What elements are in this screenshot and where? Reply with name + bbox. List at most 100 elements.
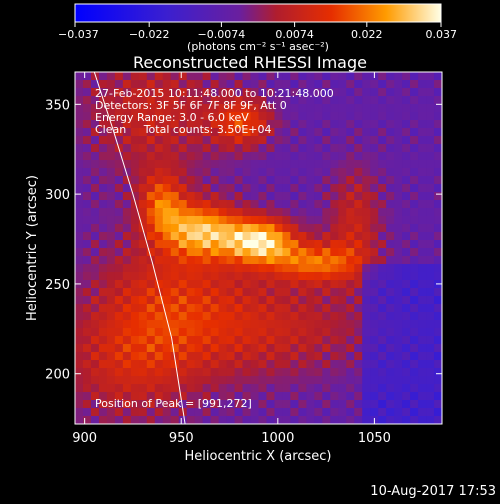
heatmap-cell — [314, 104, 323, 113]
heatmap-cell — [90, 376, 100, 385]
heatmap-cell — [130, 320, 140, 329]
heatmap-cell — [330, 88, 339, 97]
heatmap-cell — [290, 376, 299, 385]
heatmap-cell — [274, 192, 284, 201]
heatmap-cell — [138, 152, 148, 161]
heatmap-cell — [418, 112, 427, 121]
heatmap-cell — [434, 176, 442, 185]
heatmap-cell — [106, 96, 116, 105]
heatmap-cell — [154, 336, 164, 345]
heatmap-cell — [378, 352, 387, 361]
heatmap-cell — [354, 72, 363, 81]
heatmap-cell — [106, 160, 116, 169]
heatmap-cell — [434, 80, 442, 89]
heatmap-cell — [370, 360, 379, 369]
heatmap-cell — [130, 200, 140, 209]
heatmap-cell — [202, 280, 212, 289]
heatmap-cell — [106, 240, 116, 249]
heatmap-cell — [114, 72, 124, 81]
heatmap-cell — [170, 176, 180, 185]
heatmap-cell — [186, 296, 196, 305]
heatmap-cell — [130, 232, 140, 241]
heatmap-cell — [202, 352, 212, 361]
heatmap-cell — [258, 192, 268, 201]
colorbar-ticks: −0.037 −0.022 −0.0074 0.0074 0.022 0.037 — [58, 22, 457, 41]
heatmap-cell — [162, 328, 172, 337]
heatmap-cell — [282, 352, 292, 361]
heatmap-cell — [250, 104, 260, 113]
heatmap-cell — [82, 120, 92, 129]
heatmap-cell — [426, 104, 435, 113]
heatmap-cell — [298, 368, 307, 377]
heatmap-cell — [298, 128, 307, 137]
heatmap-cell — [154, 80, 164, 89]
heatmap-cell — [75, 312, 84, 321]
heatmap-cell — [346, 392, 355, 401]
heatmap-cell — [378, 72, 387, 81]
heatmap-cell — [322, 184, 331, 193]
heatmap-cell — [410, 120, 419, 129]
heatmap-cell — [410, 72, 419, 81]
heatmap-cell — [338, 280, 347, 289]
heatmap-cell — [386, 264, 395, 273]
heatmap-cell — [162, 200, 172, 209]
heatmap-cell — [250, 192, 260, 201]
heatmap-cell — [170, 168, 180, 177]
heatmap-cell — [218, 352, 228, 361]
heatmap-cell — [362, 176, 371, 185]
heatmap-cell — [194, 352, 204, 361]
heatmap-cell — [290, 176, 299, 185]
heatmap-cell — [314, 80, 323, 89]
heatmap-cell — [146, 256, 156, 265]
heatmap-cell — [106, 224, 116, 233]
heatmap-cell — [434, 120, 442, 129]
heatmap-cell — [242, 336, 252, 345]
heatmap-cell — [274, 208, 284, 217]
heatmap-cell — [178, 376, 188, 385]
heatmap-cell — [266, 280, 276, 289]
heatmap-cell — [378, 400, 387, 409]
heatmap-cell — [354, 296, 363, 305]
heatmap-cell — [338, 352, 347, 361]
heatmap-cell — [202, 136, 212, 145]
heatmap-cell — [122, 408, 132, 417]
heatmap-cell — [106, 312, 116, 321]
heatmap-cell — [402, 360, 411, 369]
heatmap-cell — [234, 328, 244, 337]
heatmap-cell — [202, 304, 212, 313]
heatmap-cell — [298, 96, 307, 105]
heatmap-cell — [114, 368, 124, 377]
heatmap-cell — [410, 280, 419, 289]
heatmap-cell — [146, 176, 156, 185]
heatmap-cell — [242, 72, 252, 81]
heatmap-cell — [122, 112, 132, 121]
heatmap-cell — [146, 312, 156, 321]
heatmap-cell — [234, 384, 244, 393]
heatmap-cell — [354, 376, 363, 385]
heatmap-cell — [194, 232, 204, 241]
heatmap-cell — [154, 288, 164, 297]
heatmap-cell — [314, 400, 323, 409]
heatmap-cell — [394, 408, 403, 417]
heatmap-cell — [282, 400, 292, 409]
heatmap-cell — [330, 328, 339, 337]
heatmap-cell — [234, 304, 244, 313]
heatmap-cell — [170, 344, 180, 353]
heatmap-cell — [410, 296, 419, 305]
heatmap-cell — [106, 296, 116, 305]
heatmap-cell — [370, 400, 379, 409]
heatmap-cell — [258, 408, 268, 417]
heatmap-cell — [266, 264, 276, 273]
heatmap-cell — [186, 312, 196, 321]
heatmap-cell — [114, 96, 124, 105]
heatmap-cell — [98, 376, 108, 385]
heatmap-cell — [410, 176, 419, 185]
heatmap-cell — [394, 360, 403, 369]
heatmap-cell — [226, 376, 236, 385]
heatmap-cell — [354, 216, 363, 225]
heatmap-cell — [218, 272, 228, 281]
heatmap-cell — [426, 288, 435, 297]
heatmap-cell — [226, 344, 236, 353]
heatmap-cell — [330, 392, 339, 401]
